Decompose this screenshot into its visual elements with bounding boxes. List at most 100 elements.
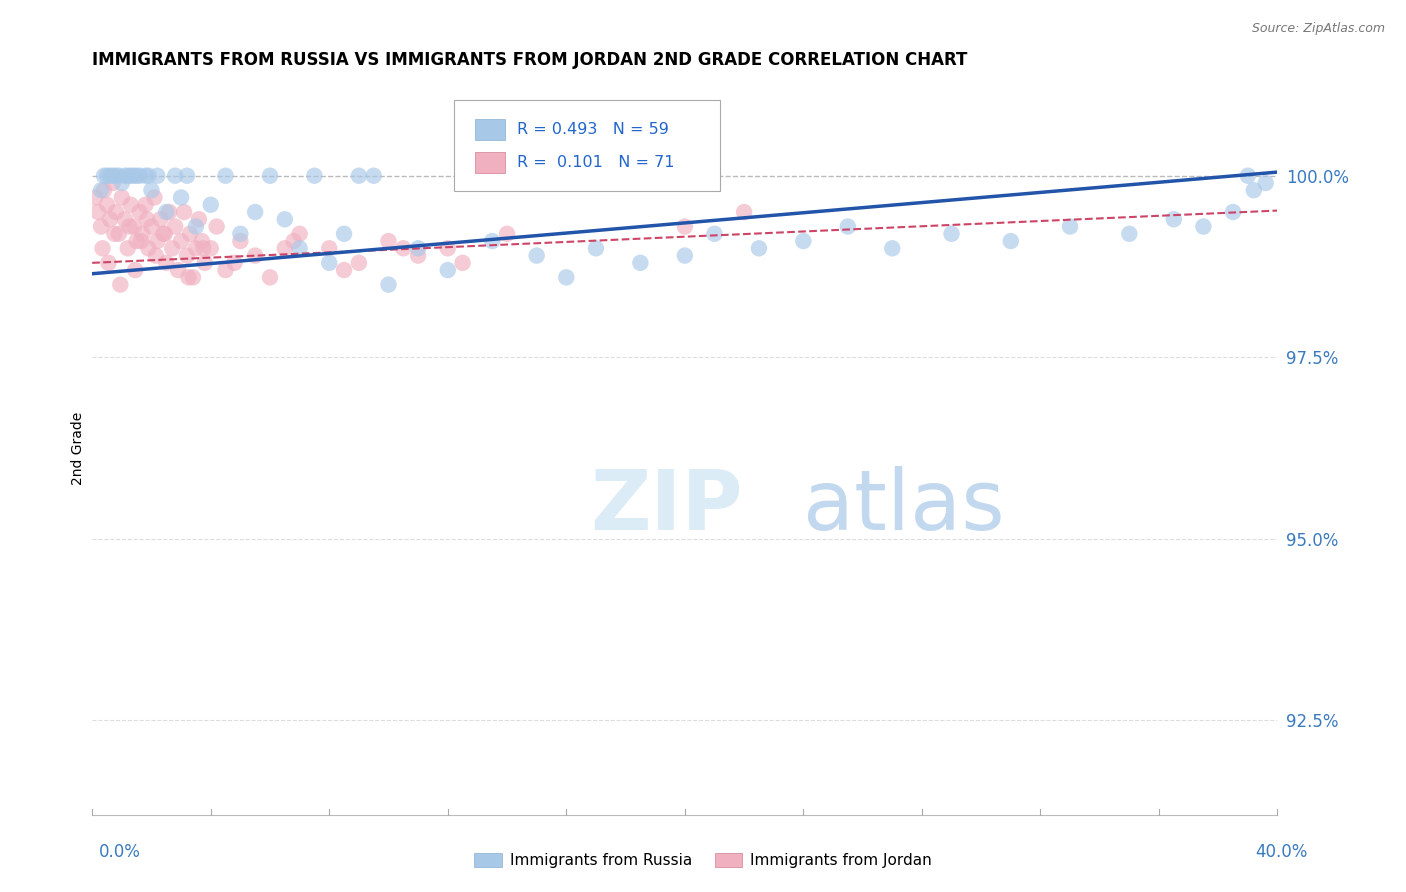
Point bbox=[176, 169, 198, 183]
Text: 0.0%: 0.0% bbox=[98, 843, 141, 861]
Point bbox=[333, 227, 356, 241]
Point bbox=[87, 205, 110, 219]
Point bbox=[1059, 219, 1081, 234]
Point bbox=[117, 241, 139, 255]
FancyBboxPatch shape bbox=[475, 120, 505, 140]
Point bbox=[274, 212, 297, 227]
Point bbox=[145, 249, 167, 263]
Point bbox=[304, 169, 326, 183]
Point bbox=[436, 263, 458, 277]
Point bbox=[194, 256, 217, 270]
Text: atlas: atlas bbox=[803, 467, 1005, 547]
Text: ZIP: ZIP bbox=[591, 467, 742, 547]
Point bbox=[703, 227, 725, 241]
Point bbox=[122, 169, 145, 183]
Point bbox=[1163, 212, 1185, 227]
Point bbox=[167, 263, 190, 277]
Point bbox=[125, 169, 148, 183]
Point bbox=[165, 219, 187, 234]
Point bbox=[135, 169, 157, 183]
Point bbox=[103, 227, 125, 241]
Point bbox=[101, 176, 124, 190]
Point bbox=[125, 234, 148, 248]
Point bbox=[146, 234, 169, 248]
Legend: Immigrants from Russia, Immigrants from Jordan: Immigrants from Russia, Immigrants from … bbox=[474, 854, 932, 868]
Point bbox=[98, 169, 121, 183]
Point bbox=[155, 205, 177, 219]
Point bbox=[146, 169, 169, 183]
Point bbox=[377, 234, 399, 248]
Point bbox=[111, 176, 134, 190]
Point bbox=[436, 241, 458, 255]
Point bbox=[111, 190, 134, 204]
Point bbox=[187, 212, 209, 227]
Text: R =  0.101   N = 71: R = 0.101 N = 71 bbox=[516, 155, 673, 170]
Point bbox=[152, 227, 174, 241]
Point bbox=[555, 270, 578, 285]
Point bbox=[585, 241, 607, 255]
Point bbox=[882, 241, 904, 255]
Point bbox=[205, 219, 228, 234]
Point bbox=[274, 241, 297, 255]
Point bbox=[1118, 227, 1140, 241]
Point bbox=[124, 263, 146, 277]
Point bbox=[179, 227, 201, 241]
FancyBboxPatch shape bbox=[454, 100, 720, 191]
Point bbox=[90, 219, 112, 234]
Point bbox=[200, 198, 222, 212]
Point bbox=[288, 227, 311, 241]
Point bbox=[184, 241, 207, 255]
Point bbox=[138, 241, 160, 255]
Point bbox=[122, 219, 145, 234]
Text: IMMIGRANTS FROM RUSSIA VS IMMIGRANTS FROM JORDAN 2ND GRADE CORRELATION CHART: IMMIGRANTS FROM RUSSIA VS IMMIGRANTS FRO… bbox=[93, 51, 967, 69]
Point bbox=[406, 241, 429, 255]
Point bbox=[243, 249, 266, 263]
Point bbox=[108, 169, 131, 183]
Point bbox=[118, 219, 141, 234]
Point bbox=[496, 227, 519, 241]
Point bbox=[673, 219, 696, 234]
FancyBboxPatch shape bbox=[475, 153, 505, 173]
Y-axis label: 2nd Grade: 2nd Grade bbox=[72, 411, 86, 484]
Point bbox=[120, 198, 142, 212]
Point bbox=[176, 249, 198, 263]
Point bbox=[628, 256, 651, 270]
Point bbox=[200, 241, 222, 255]
Point bbox=[941, 227, 963, 241]
Point bbox=[90, 183, 112, 197]
Point bbox=[1254, 176, 1277, 190]
Point bbox=[392, 241, 415, 255]
Point bbox=[93, 183, 115, 197]
Point bbox=[748, 241, 770, 255]
Point bbox=[97, 256, 120, 270]
Point bbox=[108, 227, 131, 241]
Point bbox=[153, 227, 176, 241]
Point bbox=[120, 169, 142, 183]
Point bbox=[165, 169, 187, 183]
Point bbox=[318, 256, 340, 270]
Point bbox=[1243, 183, 1265, 197]
Point bbox=[377, 277, 399, 292]
Point bbox=[1237, 169, 1260, 183]
Point bbox=[224, 256, 246, 270]
Point bbox=[129, 234, 152, 248]
Point bbox=[181, 270, 204, 285]
Point bbox=[96, 198, 118, 212]
Point bbox=[481, 234, 503, 248]
Point bbox=[214, 169, 236, 183]
Point bbox=[318, 241, 340, 255]
Point bbox=[136, 212, 159, 227]
Text: 40.0%: 40.0% bbox=[1256, 843, 1308, 861]
Point bbox=[131, 227, 153, 241]
Point bbox=[135, 198, 157, 212]
Point bbox=[91, 241, 114, 255]
Point bbox=[451, 256, 474, 270]
Point bbox=[526, 249, 548, 263]
Point bbox=[733, 205, 755, 219]
Point bbox=[138, 169, 160, 183]
Point bbox=[157, 205, 180, 219]
Point bbox=[406, 249, 429, 263]
Point bbox=[173, 205, 195, 219]
Point bbox=[1000, 234, 1022, 248]
Point bbox=[141, 219, 163, 234]
